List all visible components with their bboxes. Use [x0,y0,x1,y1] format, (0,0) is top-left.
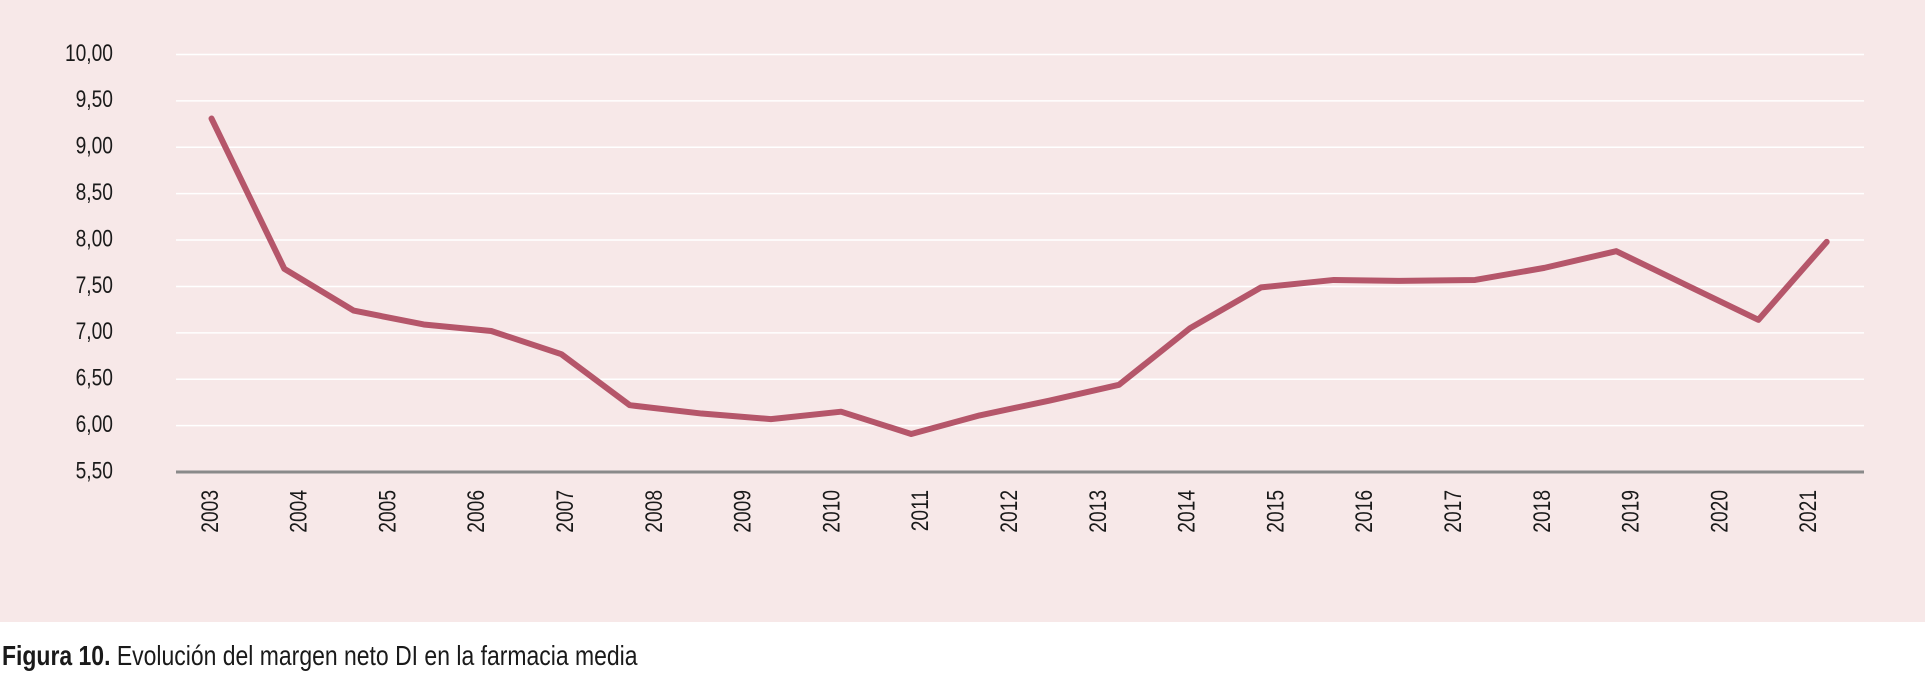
x-tick-label: 2009 [729,490,757,533]
x-tick-label: 2003 [196,490,224,533]
x-tick-label: 2008 [640,490,668,533]
x-tick-label: 2019 [1616,490,1644,533]
y-tick-label: 9,00 [76,132,113,160]
caption-text: Evolución del margen neto DI en la farma… [116,640,638,671]
x-tick-label: 2015 [1261,490,1289,533]
chart: 5,50 6,00 6,50 7,00 7,50 8,00 8,50 9,00 9,50 10,0… [0,0,1925,622]
y-tick-label: 8,50 [76,178,113,206]
caption-label: Figura 10. [2,640,111,671]
y-tick-label: 7,00 [76,317,113,345]
x-tick-label: 2016 [1350,490,1378,533]
chart-background [0,0,1925,622]
data-line [208,115,1830,437]
y-tick-label: 8,00 [76,224,113,252]
y-tick-label: 9,50 [76,85,113,113]
x-tick-label: 2010 [817,490,845,533]
x-tick-label: 2013 [1084,490,1112,533]
y-tick-label: 10,00 [65,39,113,67]
x-tick-label: 2006 [462,490,490,533]
y-tick-label: 6,00 [76,410,113,438]
x-tick-label: 2021 [1794,490,1822,533]
y-tick-label: 5,50 [76,456,113,484]
x-tick-label: 2017 [1439,490,1467,533]
x-tick-label: 2011 [906,490,934,531]
x-tick-label: 2007 [551,490,579,533]
y-tick-label: 6,50 [76,363,113,391]
y-tick-label: 7,50 [76,271,113,299]
x-tick-label: 2018 [1528,490,1556,533]
x-tick-label: 2012 [995,490,1023,533]
caption: Figura 10. Evolución del margen neto DI … [2,640,638,672]
x-tick-label: 2005 [373,490,401,533]
x-tick-label: 2014 [1173,490,1201,533]
x-tick-label: 2020 [1705,490,1733,533]
x-tick-label: 2004 [285,490,313,533]
